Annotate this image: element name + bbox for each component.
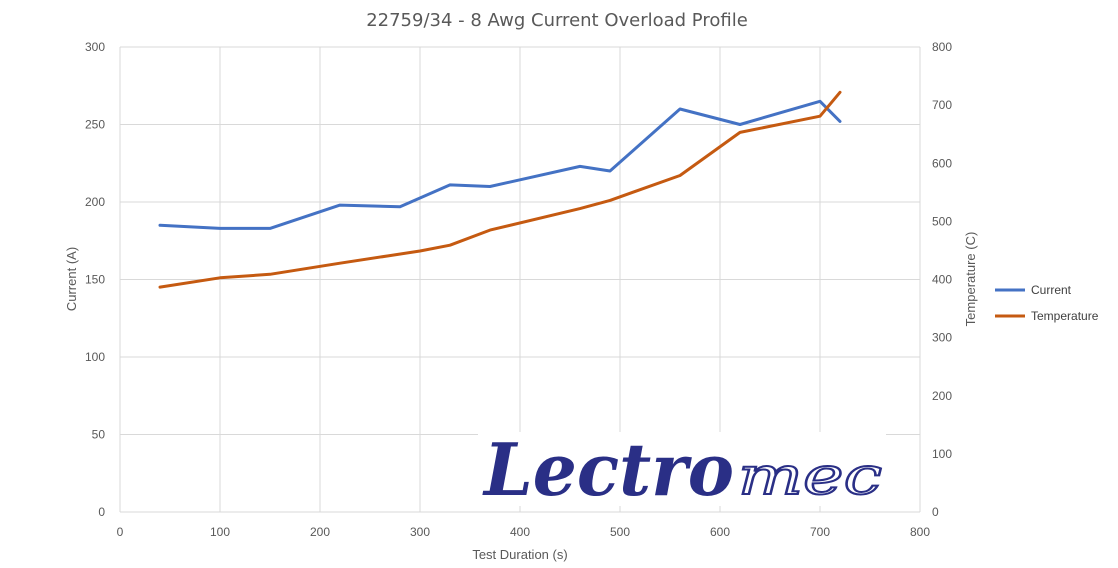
legend-label-current: Current bbox=[1031, 283, 1072, 297]
y2-tick-label-2: 200 bbox=[932, 389, 952, 403]
series-line-current bbox=[158, 99, 842, 230]
logo-bold-text: Lectro bbox=[482, 427, 734, 512]
y-tick-label-6: 300 bbox=[85, 40, 105, 54]
x-axis-label: Test Duration (s) bbox=[472, 547, 567, 562]
chart-title: 22759/34 - 8 Awg Current Overload Profil… bbox=[366, 10, 748, 31]
y2-tick-label-0: 0 bbox=[932, 505, 939, 519]
x-tick-label-8: 800 bbox=[910, 525, 930, 539]
y2-axis-ticks: 0 100 200 300 400 500 600 700 800 bbox=[932, 40, 952, 519]
y2-tick-label-4: 400 bbox=[932, 273, 952, 287]
legend: Current Temperature bbox=[995, 283, 1099, 323]
y-tick-label-2: 100 bbox=[85, 350, 105, 364]
series-line-temperature bbox=[158, 90, 842, 289]
y2-tick-label-6: 600 bbox=[932, 156, 952, 170]
y-tick-label-5: 250 bbox=[85, 118, 105, 132]
y2-tick-label-3: 300 bbox=[932, 331, 952, 345]
x-tick-label-1: 100 bbox=[210, 525, 230, 539]
grid bbox=[119, 46, 921, 513]
x-tick-label-7: 700 bbox=[810, 525, 830, 539]
logo-light-text: mec bbox=[738, 447, 882, 507]
x-tick-label-6: 600 bbox=[710, 525, 730, 539]
y2-tick-label-5: 500 bbox=[932, 214, 952, 228]
y-tick-label-4: 200 bbox=[85, 195, 105, 209]
y-tick-label-0: 0 bbox=[98, 505, 105, 519]
x-axis-ticks: 0 100 200 300 400 500 600 700 800 bbox=[117, 525, 931, 539]
x-tick-label-2: 200 bbox=[310, 525, 330, 539]
y2-axis-label: Temperature (C) bbox=[963, 232, 978, 327]
x-tick-label-5: 500 bbox=[610, 525, 630, 539]
logo-background bbox=[478, 432, 886, 506]
y-axis-label: Current (A) bbox=[64, 247, 79, 311]
y2-tick-label-1: 100 bbox=[932, 447, 952, 461]
y2-tick-label-7: 700 bbox=[932, 98, 952, 112]
y2-tick-label-8: 800 bbox=[932, 40, 952, 54]
series-lines bbox=[158, 90, 842, 289]
lectromec-logo: Lectro mec bbox=[478, 427, 886, 512]
y-axis-ticks: 0 50 100 150 200 250 300 bbox=[85, 40, 105, 519]
y-tick-label-1: 50 bbox=[92, 428, 106, 442]
x-tick-label-3: 300 bbox=[410, 525, 430, 539]
x-tick-label-4: 400 bbox=[510, 525, 530, 539]
legend-label-temperature: Temperature bbox=[1031, 309, 1099, 323]
x-tick-label-0: 0 bbox=[117, 525, 124, 539]
y-tick-label-3: 150 bbox=[85, 273, 105, 287]
